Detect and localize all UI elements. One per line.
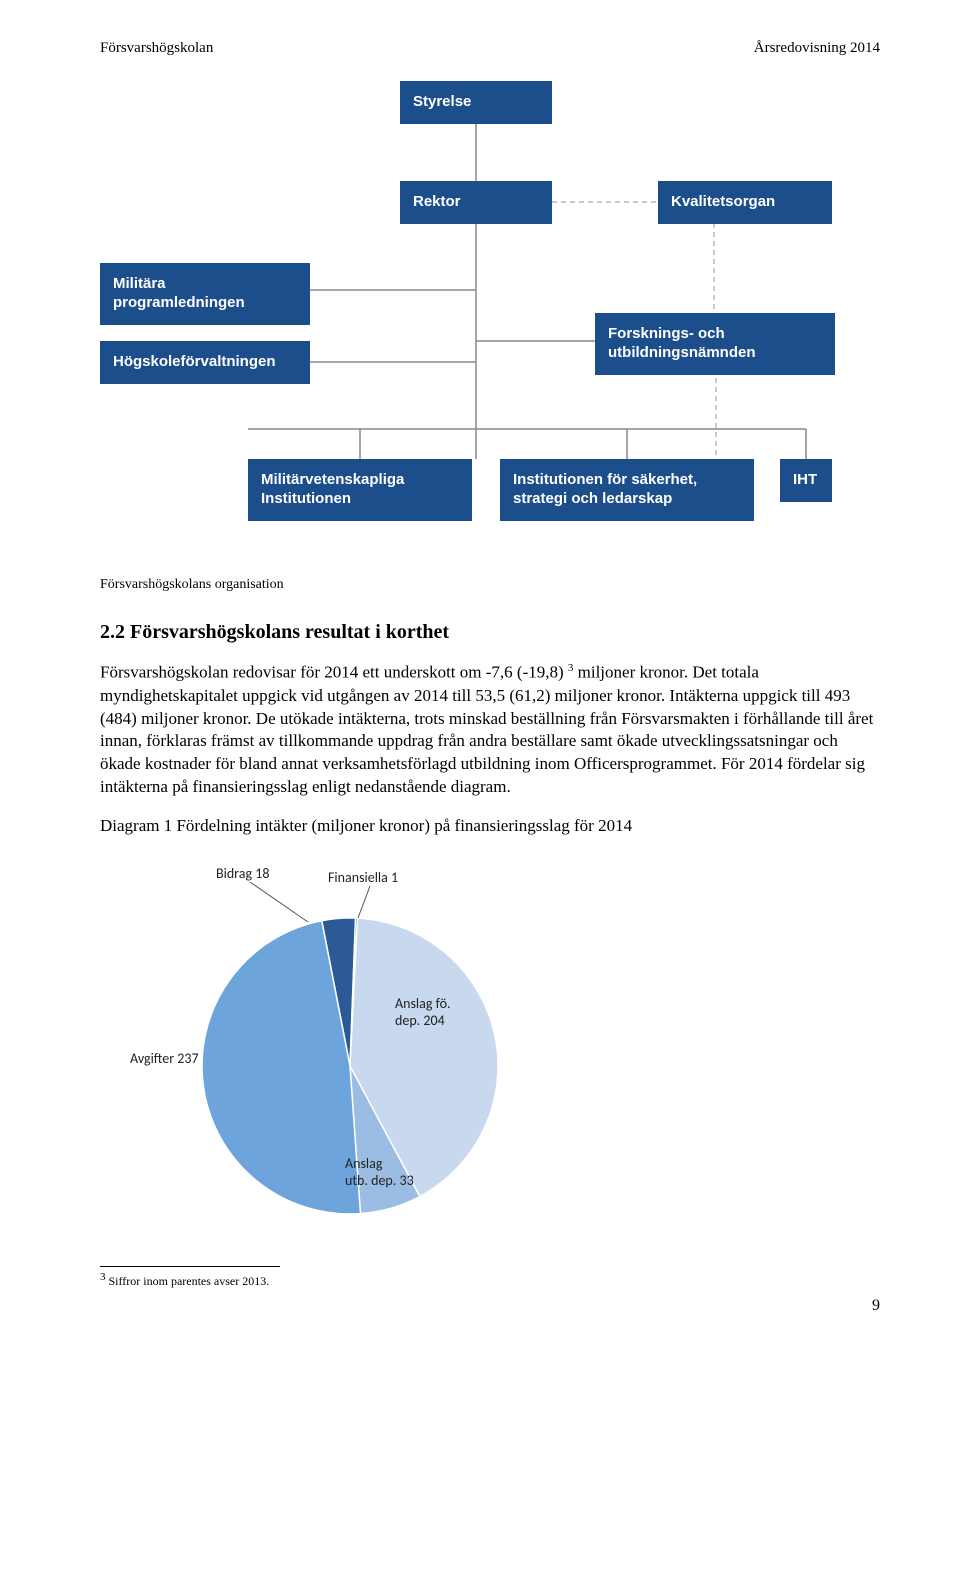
pie-leader-line: [358, 886, 370, 918]
pie-label: Anslag fö.dep. 204: [395, 996, 451, 1030]
pie-label: Anslagutb. dep. 33: [345, 1156, 414, 1190]
header-right: Årsredovisning 2014: [754, 40, 880, 57]
section-title: 2.2 Försvarshögskolans resultat i korthe…: [100, 621, 880, 644]
org-chart-caption: Försvarshögskolans organisation: [100, 577, 880, 593]
org-box-fou: Forsknings- ochutbildningsnämnden: [595, 313, 835, 375]
org-box-iss: Institutionen för säkerhet,strategi och …: [500, 459, 754, 521]
pie-chart: Avgifter 237 Bidrag 18 Finansiella 1 Anslag…: [120, 846, 640, 1226]
org-box-forvaltning: Högskoleförvaltningen: [100, 341, 310, 384]
header-left: Försvarshögskolan: [100, 40, 213, 57]
org-box-militara: Militäraprogramledningen: [100, 263, 310, 325]
org-chart: Styrelse Rektor Kvalitetsorgan Militäraprog…: [100, 81, 880, 541]
p1-part-a: Försvarshögskolan redovisar för 2014 ett…: [100, 663, 568, 682]
org-box-styrelse: Styrelse: [400, 81, 552, 124]
pie-label: Bidrag 18: [216, 866, 269, 883]
org-box-rektor: Rektor: [400, 181, 552, 224]
p1-part-b: miljoner kronor. Det totala myndighetska…: [100, 663, 873, 797]
org-box-mvi: MilitärvetenskapligaInstitutionen: [248, 459, 472, 521]
footnote-text: Siffror inom parentes avser 2013.: [106, 1274, 270, 1288]
diagram-caption: Diagram 1 Fördelning intäkter (miljoner …: [100, 816, 880, 836]
page-number: 9: [100, 1297, 880, 1315]
footnote: 3 Siffror inom parentes avser 2013.: [100, 1271, 880, 1289]
org-box-kvalitet: Kvalitetsorgan: [658, 181, 832, 224]
page-header: Försvarshögskolan Årsredovisning 2014: [100, 40, 880, 57]
footnote-rule: [100, 1266, 280, 1267]
body-paragraph-1: Försvarshögskolan redovisar för 2014 ett…: [100, 661, 880, 799]
pie-label: Finansiella 1: [328, 870, 398, 887]
pie-leader-line: [250, 882, 308, 922]
org-box-iht: IHT: [780, 459, 832, 502]
pie-label: Avgifter 237: [130, 1051, 199, 1068]
